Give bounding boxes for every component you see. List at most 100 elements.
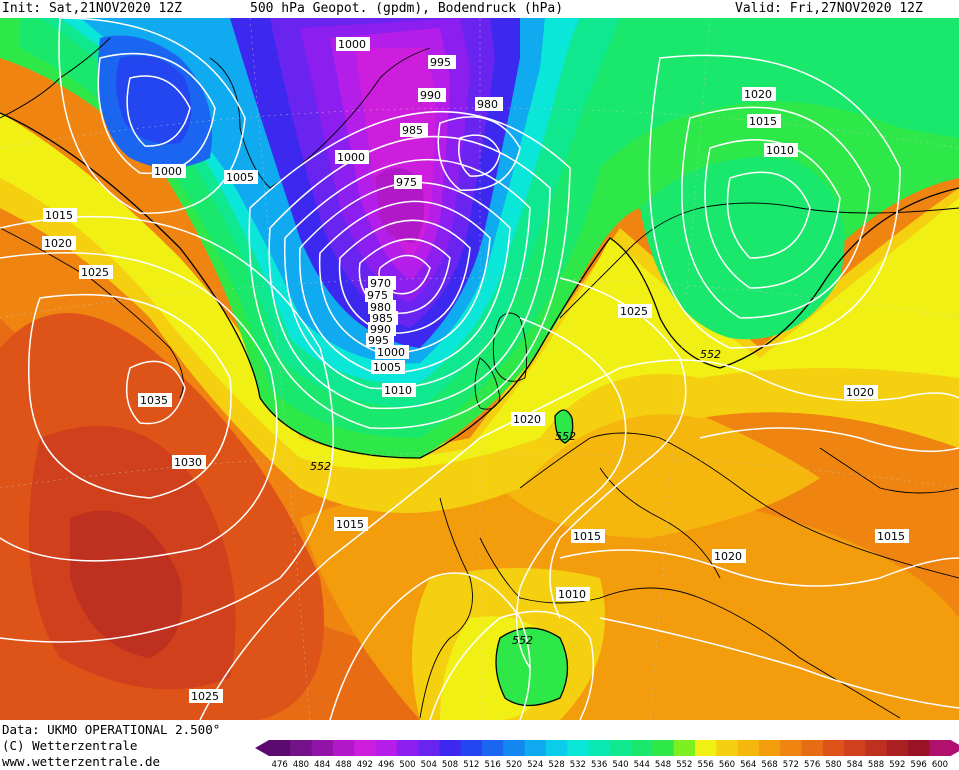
legend-tick-label: 540 <box>612 760 628 770</box>
website: www.wetterzentrale.de <box>2 754 161 769</box>
legend-tick-label: 592 <box>889 760 905 770</box>
legend-tick-label: 536 <box>591 760 607 770</box>
legend-tick-label: 600 <box>932 760 948 770</box>
isobar-label: 1030 <box>174 456 202 469</box>
legend-tick-label: 508 <box>442 760 458 770</box>
legend-tick-label: 484 <box>314 760 330 770</box>
header-bar: Init: Sat,21NOV2020 12Z 500 hPa Geopot. … <box>0 0 959 18</box>
legend-tick-label: 556 <box>698 760 714 770</box>
legend-tick-label: 572 <box>783 760 799 770</box>
legend-swatch <box>737 740 760 756</box>
isobar-label: 1000 <box>337 151 365 164</box>
legend-tick-label: 596 <box>911 760 927 770</box>
contour-label: 552 <box>310 460 331 473</box>
legend-swatch <box>886 740 909 756</box>
legend-swatch <box>524 740 547 756</box>
isobar-label: 970 <box>370 277 391 290</box>
valid-time: Valid: Fri,27NOV2020 12Z <box>735 1 923 16</box>
legend-tick-label: 532 <box>570 760 586 770</box>
legend-tick-label: 528 <box>548 760 564 770</box>
legend-tick-label: 480 <box>293 760 309 770</box>
legend-swatch <box>822 740 845 756</box>
contour-label: 552 <box>512 634 533 647</box>
legend-swatch <box>716 740 739 756</box>
isobar-label: 980 <box>370 301 391 314</box>
legend-swatch <box>844 740 866 756</box>
isobar-labels: 1000 995 990 980 985 1000 975 970 975 98… <box>42 37 909 703</box>
legend-swatch <box>652 740 675 756</box>
legend-swatch <box>780 740 802 756</box>
legend-swatch <box>269 740 291 756</box>
legend-swatch <box>609 740 632 756</box>
map-title: 500 hPa Geopot. (gpdm), Bodendruck (hPa) <box>250 1 564 16</box>
legend-swatch <box>354 740 376 756</box>
legend-tick-label: 584 <box>847 760 863 770</box>
legend-tick-label: 488 <box>335 760 351 770</box>
isobar-label: 1010 <box>558 588 586 601</box>
isobar-label: 995 <box>368 334 389 347</box>
legend-arrow-right <box>950 740 959 756</box>
legend-swatch <box>375 740 398 756</box>
isobar-label: 1020 <box>513 413 541 426</box>
legend-swatch <box>908 740 930 756</box>
legend-swatch <box>460 740 483 756</box>
isobar-label: 1015 <box>877 530 905 543</box>
legend-tick-label: 504 <box>421 760 437 770</box>
isobar-label: 1035 <box>140 394 168 407</box>
legend-swatch <box>929 740 952 756</box>
legend-tick-label: 492 <box>357 760 373 770</box>
legend-tick-label: 524 <box>527 760 543 770</box>
isobar-label: 1025 <box>620 305 648 318</box>
legend-swatch <box>332 740 355 756</box>
label-box: 1000 <box>336 37 370 51</box>
init-time: Init: Sat,21NOV2020 12Z <box>2 1 183 16</box>
isobar-label: 1015 <box>336 518 364 531</box>
isobar-label: 1020 <box>44 237 72 250</box>
legend-swatch <box>396 740 419 756</box>
isobar-label: 1020 <box>846 386 874 399</box>
legend-tick-label: 544 <box>634 760 650 770</box>
legend-swatch <box>801 740 824 756</box>
legend-tick-label: 496 <box>378 760 394 770</box>
isobar-label: 1000 <box>154 165 182 178</box>
isobar-label: 1005 <box>373 361 401 374</box>
legend-swatch <box>290 740 313 756</box>
data-source: Data: UKMO OPERATIONAL 2.500° <box>2 722 221 737</box>
legend-tick-label: 548 <box>655 760 671 770</box>
legend-tick-label: 580 <box>825 760 841 770</box>
isobar-label: 1015 <box>573 530 601 543</box>
isobar-label: 980 <box>477 98 498 111</box>
legend-tick-label: 588 <box>868 760 884 770</box>
legend-swatch <box>673 740 696 756</box>
legend-tick-label: 560 <box>719 760 735 770</box>
legend-tick-label: 500 <box>399 760 415 770</box>
isobar-label: 1010 <box>766 144 794 157</box>
isobar-label: 1025 <box>191 690 219 703</box>
isobar-label: 1010 <box>384 384 412 397</box>
isobar-label: 1000 <box>338 38 366 51</box>
isobar-label: 975 <box>396 176 417 189</box>
legend-swatch <box>482 740 504 756</box>
isobar-label: 985 <box>402 124 423 137</box>
legend-swatch <box>631 740 653 756</box>
isobar-label: 995 <box>430 56 451 69</box>
legend-swatch <box>418 740 440 756</box>
contour-label: 552 <box>555 430 576 443</box>
legend-swatch <box>865 740 888 756</box>
legend-tick-label: 552 <box>676 760 692 770</box>
contour-labels: 552 552 552 552 <box>310 348 721 647</box>
isobar-label: 1015 <box>45 209 73 222</box>
legend-tick-label: 520 <box>506 760 522 770</box>
isobar-label: 1025 <box>81 266 109 279</box>
isobar-label: 1000 <box>377 346 405 359</box>
isobar-label: 990 <box>370 323 391 336</box>
contour-label: 552 <box>700 348 721 361</box>
legend-swatch <box>588 740 611 756</box>
color-legend: 476 480 484 488 492 496 500 504 508 512 516 520 524 5… <box>255 740 959 770</box>
copyright: (C) Wetterzentrale <box>2 738 138 753</box>
isobar-label: 975 <box>367 289 388 302</box>
isobar-label: 1020 <box>714 550 742 563</box>
isobar-label: 1015 <box>749 115 777 128</box>
legend-swatch <box>311 740 334 756</box>
isobar-label: 1005 <box>226 171 254 184</box>
